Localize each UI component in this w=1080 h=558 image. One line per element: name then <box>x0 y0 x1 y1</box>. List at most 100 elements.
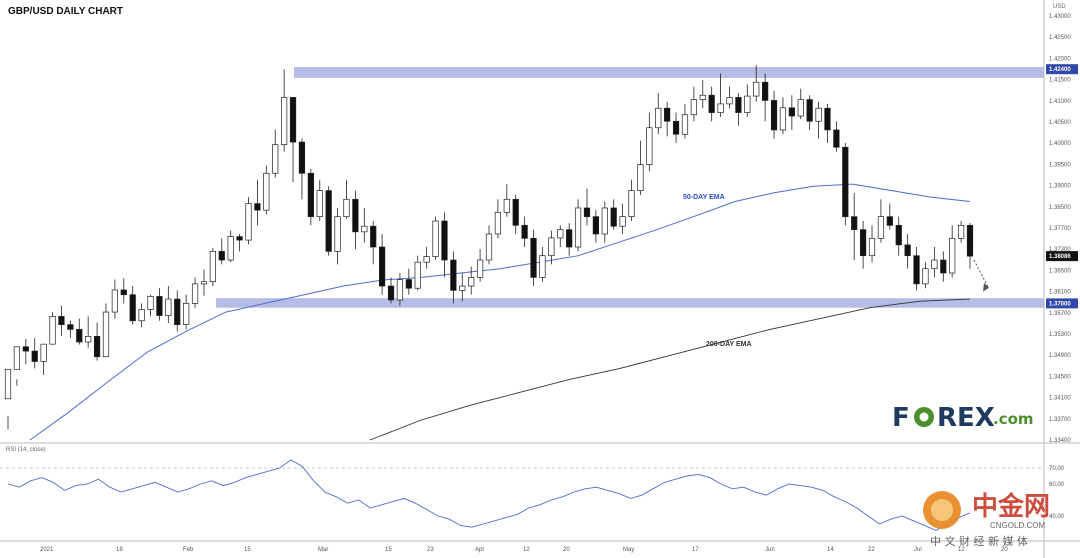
candle-body <box>281 97 288 146</box>
candle <box>797 88 804 120</box>
forex-logo: F REX .com <box>892 403 1034 433</box>
projection-arrowhead <box>983 282 989 292</box>
y-tick-label: 1.33400 <box>1049 438 1071 444</box>
candle-body <box>574 207 582 248</box>
candle-body <box>129 294 136 322</box>
candle <box>886 203 893 230</box>
candle-body <box>824 107 831 131</box>
rsi-layer: 70.00 60.00 40.00 <box>0 459 1065 531</box>
y-tick-label: 1.34100 <box>1049 396 1071 402</box>
x-tick-label: Jul <box>914 547 922 553</box>
y-tick-label: 1.33700 <box>1049 417 1071 423</box>
candle <box>913 247 920 291</box>
candle-body <box>779 107 787 131</box>
x-tick-label: 12 <box>958 547 965 553</box>
candle-body <box>441 220 448 261</box>
candle-body <box>147 296 154 310</box>
y-tick-label: 1.39000 <box>1049 184 1071 190</box>
candle <box>744 84 751 117</box>
candle-body <box>931 259 938 270</box>
candle <box>940 251 947 282</box>
candle <box>4 368 12 430</box>
candle <box>111 279 119 319</box>
candle <box>254 179 261 226</box>
candle <box>227 230 234 263</box>
candle-body <box>209 250 216 283</box>
candle <box>708 86 715 122</box>
candle <box>370 220 377 265</box>
candle-body <box>744 95 751 113</box>
candle <box>949 225 956 278</box>
resistance-price-tag: 1.42400 <box>1049 67 1071 73</box>
candle-body <box>111 289 119 313</box>
candle-body <box>227 236 234 261</box>
candle-body <box>352 198 359 233</box>
rsi-label: RSI (14, close) <box>6 447 46 453</box>
candle <box>22 338 29 365</box>
candle <box>699 80 706 109</box>
candle <box>851 192 858 261</box>
logo-word-rex: REX <box>937 403 995 433</box>
candle <box>468 266 475 295</box>
candle <box>539 247 546 282</box>
x-tick-label: Jun <box>765 547 775 553</box>
candle-body <box>664 107 671 122</box>
candle-body <box>138 309 145 322</box>
candle <box>503 184 510 217</box>
y-tick-label: 1.42500 <box>1049 35 1071 41</box>
candle <box>664 101 671 137</box>
candle <box>610 199 617 230</box>
cngold-title: 中金网 <box>972 491 1050 522</box>
candle-body <box>655 107 662 129</box>
candle-body <box>521 224 528 239</box>
support-price-tag-bg <box>1046 298 1078 309</box>
candle <box>307 168 314 226</box>
candle-body <box>966 224 974 257</box>
candle <box>557 225 564 248</box>
y-tick-label: 1.40000 <box>1049 141 1071 147</box>
candle <box>753 65 760 102</box>
candle-body <box>833 129 840 148</box>
candle-body <box>298 141 306 174</box>
candle-body <box>325 190 332 252</box>
ema200-annotation: 200-DAY EMA <box>706 341 752 348</box>
candle <box>833 121 840 152</box>
candle-body <box>557 229 564 239</box>
candle-body <box>58 316 65 325</box>
candle-body <box>476 259 484 278</box>
y-tick-label: 1.35700 <box>1049 311 1071 317</box>
candle-body <box>806 99 813 122</box>
candle-body <box>895 224 902 246</box>
candle <box>387 277 395 304</box>
candle-body <box>334 216 341 252</box>
candle-body <box>690 99 697 116</box>
candle-body <box>672 120 680 135</box>
candle-body <box>797 99 804 117</box>
candle-body <box>637 164 644 191</box>
candle-body <box>940 259 947 274</box>
candle-body <box>40 343 47 362</box>
candle <box>76 318 83 345</box>
candle <box>459 273 466 302</box>
candle <box>806 95 813 130</box>
candle <box>476 249 484 282</box>
candle <box>548 230 555 265</box>
x-tick-label: 14 <box>827 547 834 553</box>
candle <box>450 251 457 304</box>
ema50-line <box>29 183 971 441</box>
ema200-line <box>369 298 971 441</box>
y-tick-label: 1.41500 <box>1049 78 1071 84</box>
candle-body <box>610 207 617 227</box>
candle <box>85 316 92 348</box>
candle-body <box>191 283 199 304</box>
last-price-tag-bg <box>1046 251 1078 262</box>
candle <box>494 199 502 239</box>
candle-body <box>272 144 279 174</box>
candle <box>957 220 965 243</box>
candle-body <box>770 100 778 131</box>
candle <box>690 86 697 122</box>
candle-body <box>432 220 439 257</box>
candle-body <box>4 368 12 400</box>
